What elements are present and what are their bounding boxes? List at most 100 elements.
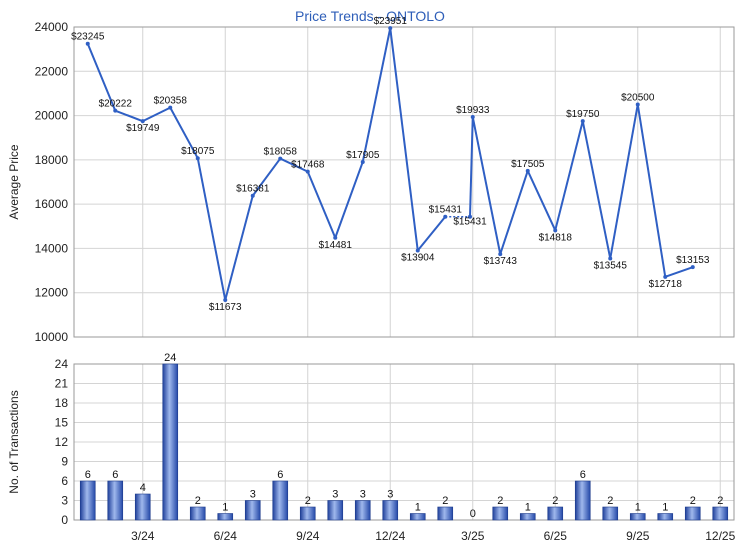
transaction-bar — [684, 506, 701, 521]
price-point — [663, 274, 668, 279]
transaction-bar — [629, 513, 646, 521]
bar-value-label: 1 — [662, 502, 668, 514]
price-line-segment — [389, 27, 419, 251]
price-point — [415, 248, 420, 253]
y-tick-label: 3 — [61, 494, 68, 508]
transaction-bar — [519, 513, 536, 521]
price-point — [525, 168, 530, 173]
bar-value-label: 2 — [552, 495, 558, 507]
transaction-bar — [244, 500, 261, 521]
transaction-bar — [162, 363, 179, 521]
price-line-segment — [169, 107, 199, 159]
line-chart-y-axis-label: Average Price — [7, 144, 21, 219]
price-data-label: $20222 — [99, 99, 133, 110]
bar-value-label: 2 — [442, 495, 448, 507]
x-tick-label: 3/24 — [131, 529, 155, 543]
bar-value-label: 4 — [140, 482, 146, 494]
bar-value-label: 2 — [690, 495, 696, 507]
y-tick-label: 9 — [61, 455, 68, 469]
price-point — [360, 159, 365, 164]
y-tick-label: 20000 — [35, 109, 69, 123]
bar-value-label: 1 — [415, 502, 421, 514]
price-data-label: $13545 — [594, 261, 628, 272]
price-data-labels: $23245 $20222 $19749 $20358 $18075 $11673 $163… — [71, 16, 710, 313]
price-line-segment — [86, 43, 117, 112]
y-tick-label: 6 — [61, 474, 68, 488]
price-line-segment — [609, 104, 639, 259]
price-point — [333, 235, 338, 240]
x-tick-label: 12/25 — [705, 529, 735, 543]
price-data-label: $14481 — [319, 240, 353, 251]
price-data-label: $13904 — [401, 253, 435, 264]
x-tick-label: 9/24 — [296, 529, 320, 543]
bar-value-label: 24 — [164, 352, 176, 364]
transaction-bar — [272, 480, 289, 521]
y-tick-label: 22000 — [35, 64, 69, 78]
y-tick-label: 0 — [61, 513, 68, 527]
price-point — [305, 169, 310, 174]
line-chart-grid — [74, 26, 734, 338]
price-data-label: $23951 — [374, 16, 408, 27]
price-data-label: $19933 — [456, 105, 490, 116]
transaction-bar — [409, 513, 426, 521]
price-point — [113, 108, 118, 113]
price-data-label: $17505 — [511, 159, 545, 170]
y-tick-label: 18000 — [35, 153, 69, 167]
price-line-segment — [581, 120, 612, 259]
y-tick-label: 24 — [55, 357, 69, 371]
price-series — [85, 26, 695, 302]
price-data-label: $15431 — [453, 217, 487, 228]
price-data-label: $11673 — [209, 302, 242, 313]
y-tick-label: 10000 — [35, 330, 69, 344]
bar-value-label: 2 — [195, 495, 201, 507]
price-point — [388, 26, 393, 31]
bar-chart-frame — [73, 363, 735, 521]
transaction-bar — [602, 506, 619, 521]
price-line-segment — [554, 120, 584, 231]
bar-value-label: 6 — [277, 469, 283, 481]
bar-value-label: 6 — [85, 469, 91, 481]
price-line-segment — [499, 170, 529, 255]
price-point — [608, 256, 613, 261]
price-line-segment — [361, 27, 392, 163]
price-data-label: $19749 — [126, 123, 160, 134]
price-data-label: $20500 — [621, 93, 655, 104]
transaction-bar — [107, 480, 124, 521]
transaction-bar — [657, 513, 674, 521]
price-line-segment — [142, 106, 171, 123]
price-data-label: $18075 — [181, 146, 215, 157]
price-line-segment — [636, 104, 667, 277]
price-line-segment — [334, 161, 364, 239]
transaction-bar — [189, 506, 206, 521]
bar-value-label: 2 — [717, 495, 723, 507]
y-tick-label: 12000 — [35, 286, 69, 300]
price-data-label: $13743 — [484, 256, 518, 267]
y-tick-label: 12 — [55, 435, 69, 449]
price-point — [168, 105, 173, 110]
price-line-segment — [306, 171, 337, 239]
transaction-bar — [354, 500, 371, 521]
bar-value-label: 3 — [360, 489, 366, 501]
y-tick-label: 24000 — [35, 20, 69, 34]
bar-value-label: 6 — [580, 469, 586, 481]
transaction-bar — [547, 506, 564, 521]
price-point — [635, 102, 640, 107]
line-chart-y-ticks: 10000 12000 14000 16000 18000 20000 22000 24000 — [35, 20, 69, 344]
bar-value-label: 2 — [497, 495, 503, 507]
price-point — [690, 265, 695, 270]
price-data-label: $15431 — [429, 205, 463, 216]
x-tick-label: 12/24 — [375, 529, 405, 543]
transaction-bar — [492, 506, 509, 521]
transaction-bar — [327, 500, 344, 521]
transaction-bar — [134, 493, 151, 521]
price-point — [443, 214, 448, 219]
bar-value-label: 3 — [387, 489, 393, 501]
bar-value-label: 1 — [635, 502, 641, 514]
price-data-label: $13153 — [676, 255, 710, 266]
price-line-segment — [196, 158, 227, 301]
chart-title: Price Trends - ONTOLO — [295, 8, 445, 24]
price-data-label: $19750 — [566, 109, 600, 120]
transaction-bar — [382, 500, 399, 521]
bar-chart-x-ticks: 3/24 6/24 9/24 12/24 3/25 6/25 9/25 12/25 — [131, 529, 736, 543]
x-tick-label: 3/25 — [461, 529, 485, 543]
